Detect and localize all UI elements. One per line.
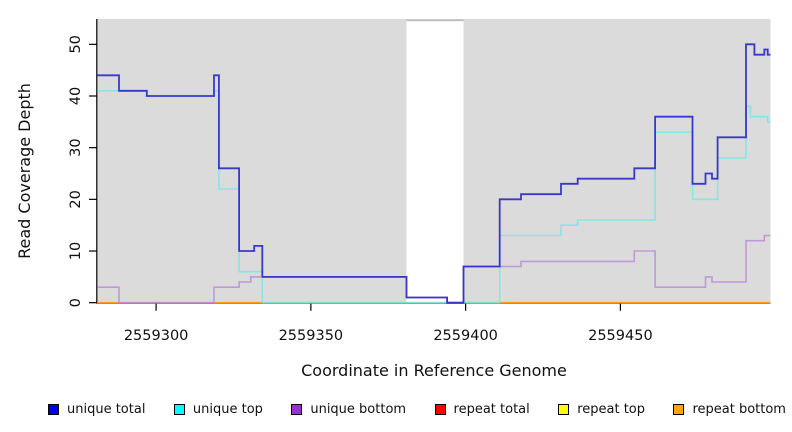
legend: unique total unique top unique bottom repea… — [48, 398, 786, 420]
legend-label: repeat top — [577, 401, 645, 417]
legend-label: repeat bottom — [692, 401, 786, 417]
axes: 0 10 20 30 40 50 2559300 2559350 2559400 2559450 — [68, 19, 771, 344]
y-tick-label: 20 — [68, 190, 84, 208]
x-tick-label: 2559400 — [433, 328, 498, 344]
gap-region — [406, 21, 464, 304]
x-axis-title: Coordinate in Reference Genome — [301, 361, 567, 380]
x-tick-label: 2559450 — [588, 328, 653, 344]
legend-item-unique-top: unique top — [173, 401, 263, 417]
y-tick-label: 0 — [68, 298, 84, 307]
legend-swatch-repeat-top — [558, 403, 570, 415]
legend-label: unique bottom — [310, 401, 407, 417]
series-lines — [97, 43, 771, 304]
legend-swatch-repeat-total — [434, 403, 446, 415]
y-tick-label: 40 — [68, 87, 84, 105]
gap-top-edge — [406, 19, 464, 22]
legend-label: repeat total — [453, 401, 530, 417]
legend-swatch-unique-top — [173, 403, 185, 415]
x-tick-label: 2559350 — [279, 328, 344, 344]
series-unique-total — [97, 43, 771, 304]
legend-label: unique top — [192, 401, 263, 417]
legend-label: unique total — [67, 401, 146, 417]
y-tick-label: 10 — [68, 242, 84, 260]
x-tick-label: 2559300 — [124, 328, 189, 344]
legend-swatch-unique-bottom — [291, 403, 303, 415]
y-tick-label: 30 — [68, 138, 84, 156]
legend-item-repeat-top: repeat top — [558, 402, 645, 417]
legend-swatch-unique-total — [48, 403, 59, 415]
legend-item-repeat-bottom: repeat bottom — [673, 402, 786, 417]
y-axis-title: Read Coverage Depth — [15, 83, 34, 259]
legend-item-unique-total: unique total — [48, 402, 145, 417]
legend-swatch-repeat-bottom — [673, 403, 685, 415]
y-tick-label: 50 — [68, 35, 84, 53]
legend-item-unique-bottom: unique bottom — [291, 402, 406, 417]
legend-item-repeat-total: repeat total — [434, 401, 530, 417]
